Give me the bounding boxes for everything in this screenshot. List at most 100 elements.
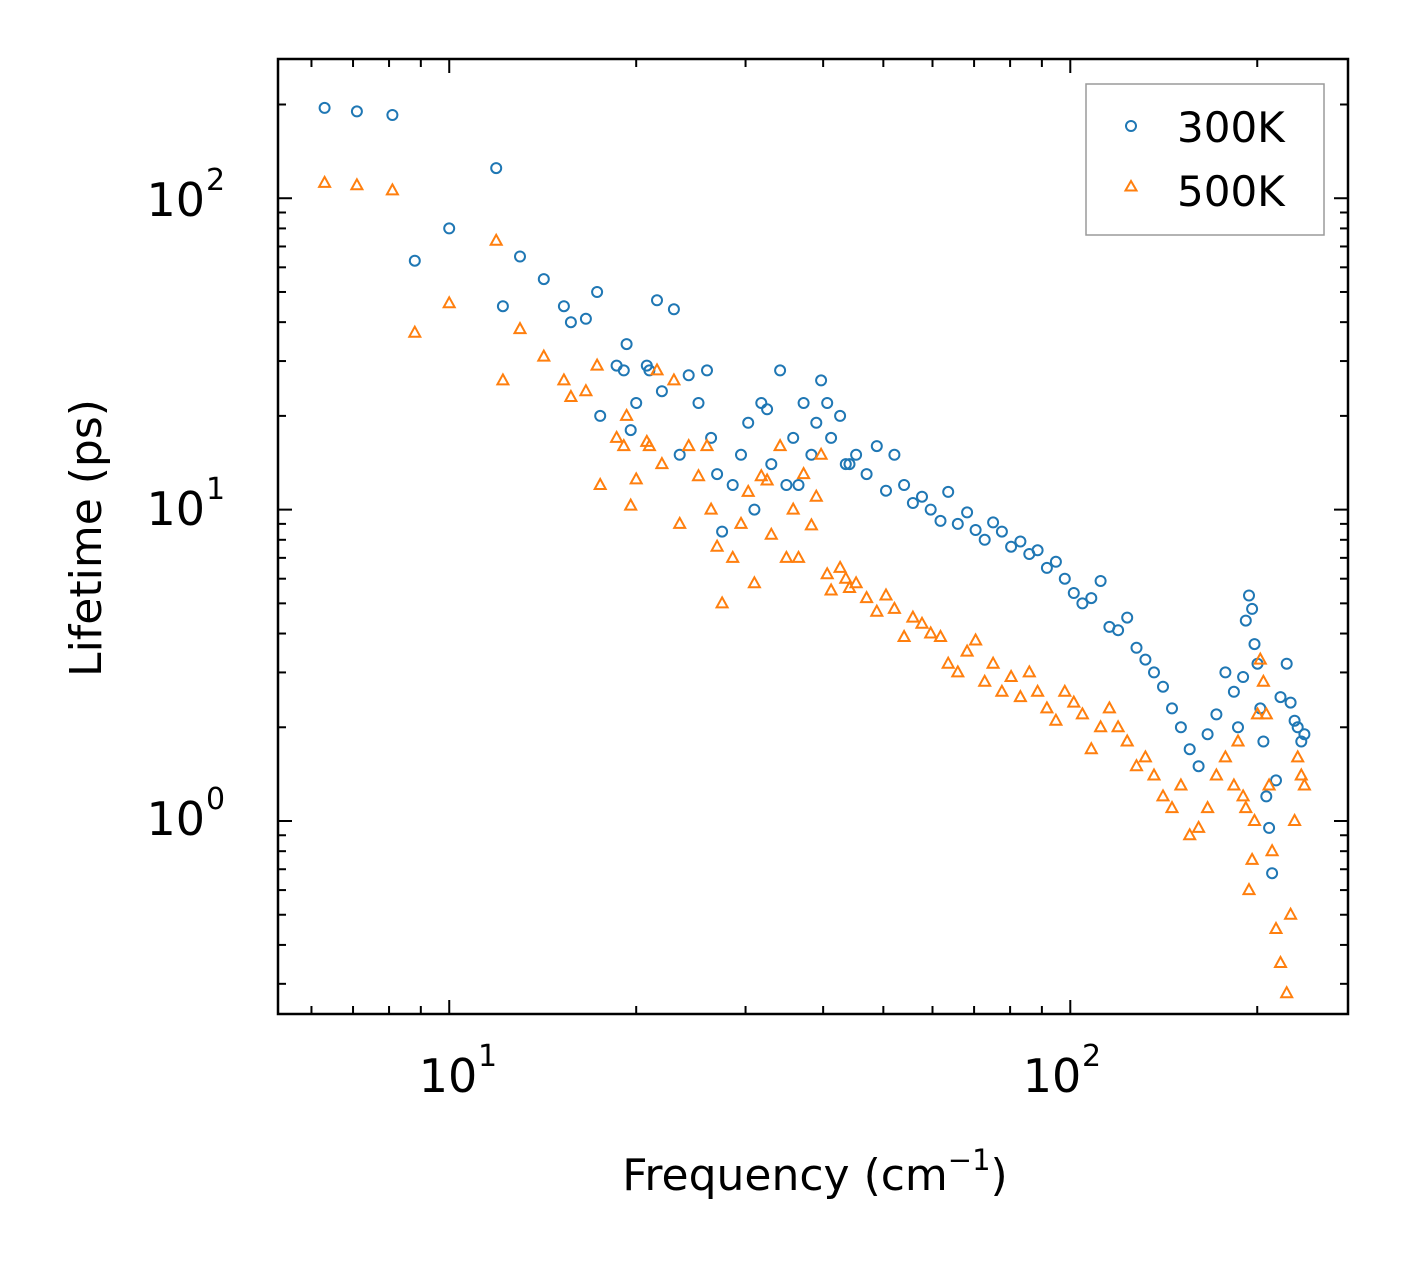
- point-300k: [888, 448, 901, 461]
- point-500k: [385, 182, 400, 196]
- point-300k: [682, 369, 695, 382]
- point-500k: [1075, 706, 1090, 720]
- point-300k: [1232, 721, 1244, 734]
- point-300k: [1130, 641, 1143, 654]
- y-tick-label-exponent: 2: [206, 163, 225, 198]
- point-500k: [703, 501, 719, 515]
- point-300k: [916, 490, 928, 503]
- point-300k: [810, 416, 823, 429]
- point-500k: [714, 595, 730, 609]
- point-300k: [1139, 653, 1152, 666]
- series-500k: [317, 174, 1312, 999]
- point-300k: [579, 312, 592, 325]
- point-300k: [1014, 535, 1027, 548]
- point-500k: [1287, 812, 1302, 826]
- x-tick-label-10: 10 1: [419, 1039, 497, 1103]
- point-500k: [786, 501, 801, 515]
- point-300k: [815, 374, 828, 387]
- x-axis-label-text: Frequency (cm: [622, 1150, 948, 1201]
- point-500k: [1283, 906, 1298, 920]
- axis-ticks-layer: [278, 59, 1348, 1014]
- point-500k: [589, 357, 605, 371]
- point-300k: [1288, 714, 1301, 727]
- point-500k: [994, 683, 1010, 697]
- point-300k: [797, 397, 810, 409]
- point-500k: [896, 628, 912, 642]
- x-tick-label-exponent: 2: [1082, 1039, 1101, 1074]
- point-300k: [870, 440, 883, 453]
- point-300k: [961, 506, 974, 519]
- point-300k: [1031, 544, 1044, 557]
- point-300k: [594, 409, 607, 422]
- point-500k: [495, 372, 511, 386]
- point-500k: [1226, 777, 1242, 791]
- point-500k: [536, 348, 551, 362]
- point-500k: [1048, 712, 1064, 726]
- point-300k: [318, 101, 331, 114]
- point-300k: [792, 479, 805, 491]
- point-500k: [1173, 777, 1189, 791]
- legend-marker-300k: [1125, 120, 1137, 132]
- point-500k: [813, 446, 829, 460]
- point-500k: [759, 472, 775, 486]
- point-300k: [1058, 572, 1071, 585]
- point-500k: [1241, 882, 1257, 896]
- point-300k: [843, 458, 856, 471]
- point-500k: [1209, 767, 1224, 781]
- legend: 300K 500K: [1085, 83, 1325, 236]
- point-300k: [898, 479, 911, 491]
- point-500k: [1102, 700, 1117, 714]
- point-500k: [838, 570, 853, 584]
- x-axis-label-superscript: −1: [948, 1143, 991, 1177]
- point-500k: [725, 549, 740, 563]
- point-300k: [1076, 597, 1089, 610]
- point-500k: [691, 468, 706, 482]
- point-300k: [748, 503, 761, 516]
- point-500k: [859, 590, 874, 604]
- point-300k: [995, 525, 1008, 538]
- point-300k: [667, 303, 680, 316]
- point-500k: [1264, 843, 1280, 857]
- point-500k: [823, 582, 839, 596]
- point-300k: [1049, 555, 1062, 568]
- point-500k: [968, 632, 983, 646]
- point-500k: [791, 549, 806, 563]
- point-300k: [805, 448, 818, 461]
- point-500k: [1013, 689, 1028, 703]
- point-300k: [514, 250, 526, 263]
- point-300k: [1243, 589, 1255, 602]
- point-300k: [705, 431, 718, 444]
- point-300k: [1270, 774, 1282, 787]
- point-500k: [1273, 954, 1288, 968]
- point-300k: [850, 448, 863, 461]
- point-300k: [591, 286, 604, 298]
- point-500k: [1279, 985, 1294, 999]
- y-tick-label-base: 10: [146, 792, 205, 846]
- x-tick-label-base: 10: [1023, 1049, 1082, 1103]
- point-300k: [1174, 721, 1187, 734]
- y-tick-label-10: 10 1: [146, 472, 225, 536]
- point-300k: [1005, 540, 1018, 553]
- point-300k: [765, 458, 778, 471]
- point-500k: [512, 321, 528, 335]
- point-300k: [924, 503, 937, 516]
- point-300k: [408, 254, 421, 267]
- point-300k: [987, 516, 1000, 529]
- point-300k: [1157, 680, 1169, 693]
- x-tick-label-exponent: 1: [478, 1039, 497, 1074]
- point-300k: [443, 222, 456, 235]
- point-500k: [1238, 800, 1253, 814]
- point-300k: [610, 359, 623, 372]
- point-500k: [923, 625, 938, 639]
- point-300k: [1237, 671, 1250, 683]
- point-500k: [820, 566, 835, 580]
- point-300k: [839, 458, 852, 471]
- point-500k: [609, 429, 624, 443]
- y-tick-label-base: 10: [146, 482, 205, 536]
- point-300k: [701, 364, 713, 377]
- point-500k: [1290, 749, 1305, 763]
- point-300k: [350, 105, 363, 118]
- point-300k: [969, 524, 982, 536]
- scatter-points-layer: [317, 101, 1312, 999]
